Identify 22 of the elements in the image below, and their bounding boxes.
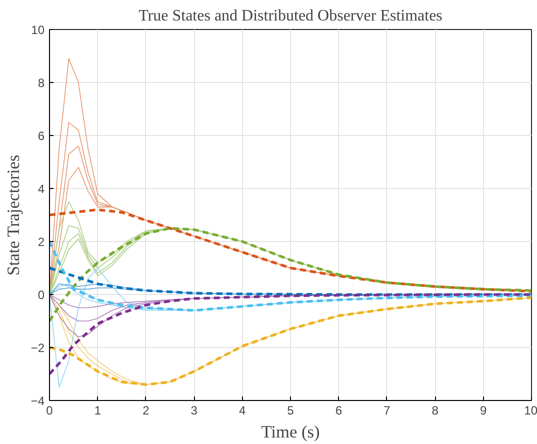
x-tick-label: 9 xyxy=(480,404,487,418)
x-tick-label: 2 xyxy=(142,404,150,418)
y-axis-title: State Trajectories xyxy=(4,154,23,276)
y-tick-label: −2 xyxy=(30,341,45,355)
x-tick-label: 0 xyxy=(46,404,54,418)
y-tick-label: 6 xyxy=(38,129,45,143)
y-tick-label: −4 xyxy=(30,394,45,408)
y-tick-label: 8 xyxy=(38,76,45,90)
x-tick-label: 8 xyxy=(432,404,439,418)
x-tick-label: 1 xyxy=(94,404,102,418)
x-tick-label: 5 xyxy=(287,404,294,418)
y-tick-label: 0 xyxy=(38,288,45,302)
y-tick-label: 2 xyxy=(38,235,45,249)
x-tick-label: 3 xyxy=(190,404,198,418)
y-tick-label: 10 xyxy=(31,23,45,37)
x-tick-label: 6 xyxy=(335,404,342,418)
x-tick-label: 10 xyxy=(524,404,537,418)
y-tick-label: 4 xyxy=(38,182,45,196)
chart-title: True States and Distributed Observer Estimates xyxy=(138,8,442,24)
x-axis-title: Time (s) xyxy=(261,422,320,442)
x-tick-label: 7 xyxy=(384,404,391,418)
x-tick-label: 4 xyxy=(238,404,246,418)
